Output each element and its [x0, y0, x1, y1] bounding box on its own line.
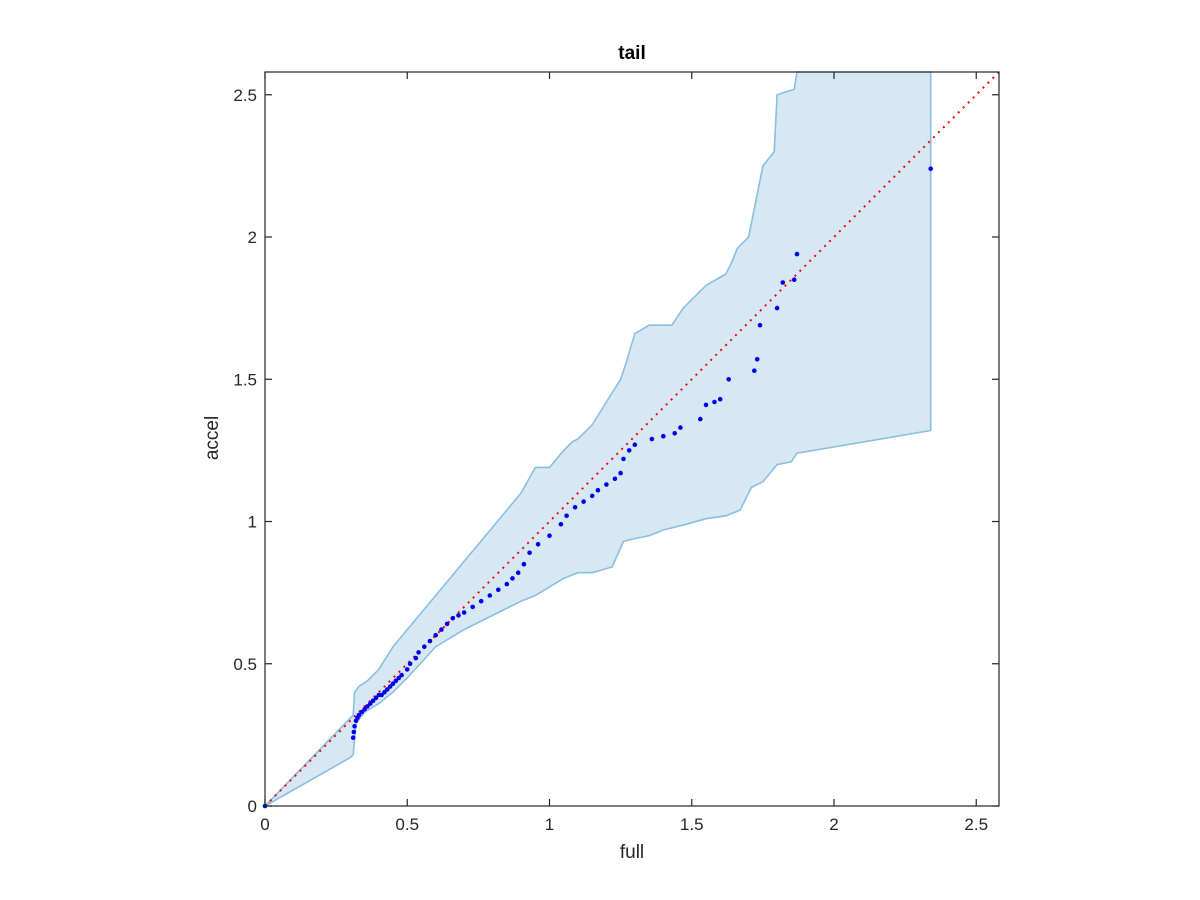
confidence-band — [264, 71, 932, 807]
y-tick-label: 0.5 — [233, 655, 257, 674]
data-point — [547, 533, 552, 538]
chart-title: tail — [618, 43, 645, 64]
data-point — [399, 672, 404, 678]
data-point — [752, 368, 757, 374]
data-point — [478, 598, 484, 604]
x-tick-label: 0 — [260, 815, 269, 834]
data-point — [504, 581, 510, 587]
data-point — [396, 675, 402, 681]
data-point — [672, 431, 677, 436]
data-point — [456, 613, 461, 618]
x-tick-label: 1 — [545, 815, 554, 834]
data-point — [439, 627, 444, 632]
y-axis-label: accel — [202, 416, 223, 460]
data-point — [356, 712, 362, 718]
data-point — [757, 322, 763, 328]
data-point — [621, 456, 626, 462]
data-point — [791, 277, 797, 283]
data-point — [461, 610, 467, 615]
data-point — [368, 701, 373, 706]
data-point — [527, 550, 532, 556]
data-point — [373, 695, 379, 701]
data-point — [712, 399, 717, 405]
data-point — [754, 357, 760, 362]
data-point — [572, 505, 578, 510]
data-point — [404, 667, 410, 672]
data-point — [703, 402, 709, 408]
data-point — [413, 655, 419, 661]
data-point — [407, 661, 413, 667]
data-point — [595, 487, 601, 493]
data-point — [370, 698, 376, 703]
data-point — [385, 687, 390, 692]
data-point — [433, 633, 439, 638]
x-tick-label: 2 — [829, 815, 838, 834]
data-point — [521, 561, 527, 567]
y-tick-label: 0 — [248, 797, 257, 816]
data-point — [496, 587, 501, 593]
data-point — [632, 442, 638, 448]
data-point — [612, 476, 618, 482]
data-point — [717, 396, 723, 402]
data-point — [589, 493, 595, 499]
ticks: 0 0.5 1 1.5 2 2.5 0 0.5 1 1.5 2 2.5 — [233, 72, 999, 834]
data-point — [359, 709, 365, 715]
data-point — [382, 689, 387, 695]
data-point — [352, 724, 357, 729]
data-point — [387, 684, 393, 689]
data-point — [416, 650, 421, 655]
data-point — [774, 305, 780, 311]
x-tick-label: 0.5 — [395, 815, 419, 834]
data-point — [393, 678, 399, 684]
reference-line-layer — [264, 71, 1000, 807]
data-point — [350, 735, 356, 740]
data-point — [928, 166, 933, 171]
data-point — [510, 576, 515, 581]
y-tick-label: 1.5 — [233, 370, 257, 389]
data-point — [444, 621, 450, 627]
data-point — [698, 416, 703, 422]
data-point — [604, 482, 609, 487]
x-tick-label: 2.5 — [964, 815, 988, 834]
data-points — [262, 166, 933, 809]
data-point — [626, 448, 632, 453]
data-point — [535, 542, 541, 547]
data-point — [564, 513, 569, 519]
data-point — [450, 615, 456, 621]
data-point — [365, 704, 370, 709]
data-point — [487, 593, 493, 598]
data-point — [661, 433, 666, 439]
reference-line — [264, 71, 1000, 807]
plot-frame — [264, 71, 1000, 807]
data-point — [390, 681, 396, 686]
confidence-band-area — [264, 71, 932, 807]
x-axis-label: full — [620, 842, 644, 863]
y-tick-label: 1 — [248, 513, 257, 532]
axes — [264, 71, 1000, 807]
data-point — [678, 425, 683, 430]
x-tick-label: 1.5 — [680, 815, 704, 834]
data-point — [427, 638, 433, 644]
data-point — [649, 436, 655, 442]
data-point — [780, 280, 786, 285]
data-point — [422, 644, 427, 649]
data-point — [581, 499, 586, 504]
data-point — [726, 377, 731, 382]
data-point — [618, 470, 623, 476]
data-point — [558, 522, 564, 527]
data-point — [362, 707, 367, 712]
y-tick-label: 2.5 — [233, 86, 257, 105]
data-point — [794, 251, 800, 257]
data-point — [515, 570, 521, 575]
y-tick-label: 2 — [248, 228, 257, 247]
data-point — [351, 729, 357, 735]
data-point — [470, 604, 476, 610]
data-point — [379, 692, 384, 698]
